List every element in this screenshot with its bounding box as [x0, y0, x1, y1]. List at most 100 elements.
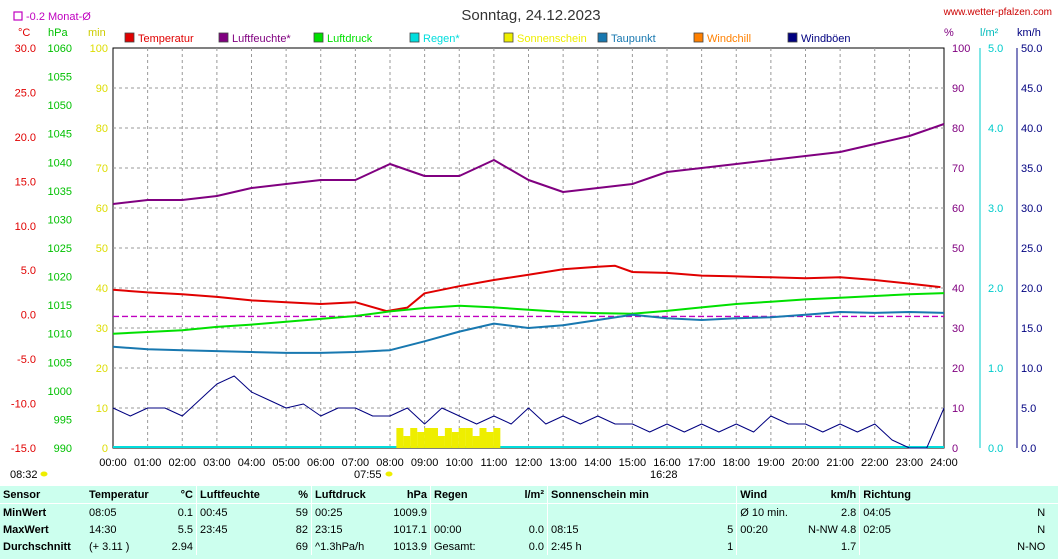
- sun-tick-label: 100: [90, 43, 108, 55]
- stats-cell: 1013.9: [378, 538, 431, 555]
- rain-tick-label: 1.0: [988, 363, 1003, 375]
- sunshine-bar: [465, 428, 473, 448]
- stats-cell: 2.8: [803, 503, 861, 521]
- pressure-tick-label: 1060: [48, 43, 72, 55]
- legend-label: Regen*: [423, 33, 460, 45]
- x-tick-label: 12:00: [515, 457, 543, 469]
- sun-tick-label: 50: [96, 243, 108, 255]
- chart-series: [112, 123, 945, 449]
- chart-legend: Temperatur Luftfeuchte* Luftdruck Regen* Son…: [124, 32, 851, 45]
- sunshine-bar: [451, 432, 459, 448]
- stats-cell: 69: [275, 538, 312, 555]
- sunset-marker: 16:28: [650, 469, 678, 481]
- sun-tick-label: 30: [96, 323, 108, 335]
- x-tick-label: 14:00: [584, 457, 612, 469]
- legend-swatch: [503, 32, 514, 43]
- stats-cell: N: [1037, 506, 1046, 519]
- stats-h-dir: Richtung: [859, 486, 1049, 504]
- sunshine-bar: [458, 428, 466, 448]
- legend-swatch: [124, 32, 135, 43]
- stats-cell: [497, 503, 548, 521]
- sun-tick-label: 70: [96, 163, 108, 175]
- x-tick-label: 18:00: [722, 457, 750, 469]
- stats-pad: [1048, 538, 1058, 555]
- pressure-tick-label: 1040: [48, 157, 72, 169]
- legend-label: Temperatur: [138, 33, 194, 45]
- pressure-tick-label: 1025: [48, 243, 72, 255]
- sunshine-bar: [396, 428, 404, 448]
- wind-tick-label: 25.0: [1021, 243, 1042, 255]
- stats-h-wind: Wind: [736, 486, 804, 504]
- sunshine-bar: [403, 436, 411, 448]
- sun-tick-label: 10: [96, 403, 108, 415]
- pressure-tick-label: 1055: [48, 72, 72, 84]
- sunshine-bar: [410, 428, 418, 448]
- wind-tick-label: 20.0: [1021, 283, 1042, 295]
- humidity-tick-label: 30: [952, 323, 964, 335]
- stats-cell: 00:20: [740, 523, 768, 536]
- axis-labels: 30.0 25.0 20.0 15.0 10.0 5.0 0.0 -5.0 -10.0 -15.0…: [11, 43, 1043, 469]
- stats-cell: 5.5: [152, 521, 197, 538]
- humidity-tick-label: 70: [952, 163, 964, 175]
- site-link[interactable]: www.wetter-pfalzen.com: [943, 7, 1052, 18]
- temp-tick-label: 10.0: [15, 221, 36, 233]
- series-luftfeuchte-line: [112, 123, 945, 205]
- pressure-tick-label: 1005: [48, 357, 72, 369]
- sun-tick-label: 60: [96, 203, 108, 215]
- x-tick-label: 11:00: [481, 457, 508, 469]
- stats-cell: 08:05: [89, 506, 117, 519]
- stats-cell: 08:15: [551, 523, 579, 536]
- humidity-tick-label: 100: [952, 43, 970, 55]
- rain-tick-label: 0.0: [988, 443, 1003, 455]
- legend-swatch: [787, 32, 798, 43]
- stats-cell: 0.1: [152, 503, 197, 521]
- sunshine-bar: [486, 432, 494, 448]
- wind-tick-label: 10.0: [1021, 363, 1042, 375]
- temp-tick-label: 25.0: [15, 87, 36, 99]
- x-tick-label: 01:00: [134, 457, 162, 469]
- series-windböen-line: [112, 375, 945, 449]
- stats-cell: [547, 503, 738, 521]
- unit-lm2: l/m²: [980, 27, 999, 39]
- x-tick-label: 08:00: [376, 457, 404, 469]
- stats-cell: 02:05: [863, 523, 891, 536]
- stats-cell: 1017.1: [378, 521, 431, 538]
- rain-tick-label: 3.0: [988, 203, 1003, 215]
- stats-pad: [1048, 504, 1058, 522]
- stats-h-sun: Sonnenschein min: [547, 486, 738, 504]
- stats-cell: 2:45 h: [551, 540, 582, 553]
- stats-cell: [197, 538, 276, 555]
- wind-tick-label: 5.0: [1021, 403, 1036, 415]
- pressure-tick-label: 1010: [48, 329, 72, 341]
- stats-cell: 82: [275, 521, 312, 538]
- x-tick-label: 15:00: [619, 457, 647, 469]
- stats-cell: 1: [688, 538, 738, 555]
- legend-swatch: [597, 32, 608, 43]
- legend-label: Sonnenschein: [517, 33, 587, 45]
- wind-tick-label: 40.0: [1021, 123, 1042, 135]
- weather-chart: 30.0 25.0 20.0 15.0 10.0 5.0 0.0 -5.0 -10.0 -15.0…: [10, 7, 1052, 481]
- sun-tick-label: 0: [102, 443, 108, 455]
- stats-h-hum: Luftfeuchte: [196, 486, 275, 504]
- stats-cell: 0.0: [497, 538, 548, 555]
- sunshine-bar: [437, 436, 445, 448]
- x-tick-label: 24:00: [930, 457, 958, 469]
- pressure-tick-label: 1030: [48, 214, 72, 226]
- legend-swatch: [313, 32, 324, 43]
- left-time-marker: 08:32: [10, 469, 38, 481]
- stats-cell: 59: [275, 503, 312, 521]
- chart-title: Sonntag, 24.12.2023: [461, 7, 600, 24]
- wind-tick-label: 30.0: [1021, 203, 1042, 215]
- stats-cell: 1009.9: [378, 503, 431, 521]
- stats-cell: 14:30: [89, 523, 117, 536]
- sun-tick-label: 90: [96, 83, 108, 95]
- stats-pad: [1048, 521, 1058, 538]
- pressure-tick-label: 1050: [48, 100, 72, 112]
- x-tick-label: 16:00: [653, 457, 681, 469]
- pressure-tick-label: 1015: [48, 300, 72, 312]
- temp-tick-label: 30.0: [15, 43, 36, 55]
- stats-h-temp: Temperatur: [86, 486, 152, 504]
- series-taupunkt-line: [112, 311, 945, 354]
- stats-cell: 04:05: [863, 506, 891, 519]
- stats-cell: [860, 538, 954, 555]
